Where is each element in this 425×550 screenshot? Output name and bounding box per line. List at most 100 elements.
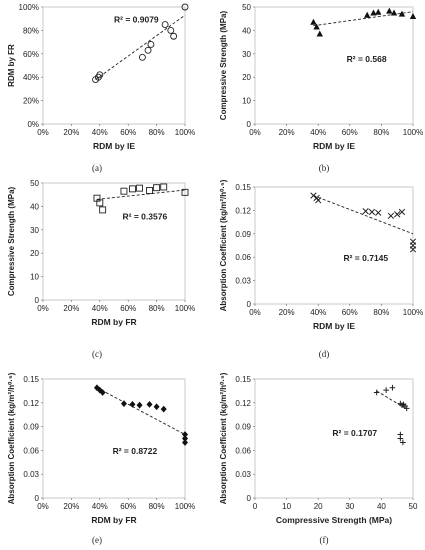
- x-tick-label: 0%: [37, 304, 49, 313]
- x-tick-label: 20%: [63, 304, 79, 313]
- trend-line: [313, 11, 414, 27]
- x-tick-label: 100%: [175, 304, 195, 313]
- x-tick-label: 80%: [149, 128, 165, 137]
- x-tick-label: 20%: [279, 128, 295, 137]
- plot-frame: [42, 6, 186, 125]
- panel-caption: (b): [319, 163, 330, 173]
- trend-line: [376, 390, 407, 410]
- y-tick-label: 0.15: [23, 375, 39, 384]
- y-tick-label: 0: [247, 494, 252, 503]
- x-tick-label: 60%: [120, 502, 136, 511]
- data-point: [146, 400, 153, 408]
- x-tick-label: 0: [253, 502, 258, 511]
- data-point: [387, 212, 395, 220]
- data-point: [181, 3, 189, 11]
- plot-frame: [254, 378, 414, 499]
- data-point: [403, 405, 410, 412]
- data-point: [146, 187, 153, 194]
- y-tick-label: 40: [242, 26, 251, 35]
- x-tick-label: 40%: [310, 128, 326, 137]
- data-point: [96, 199, 104, 207]
- data-point: [310, 192, 317, 199]
- y-tick-label: 10: [242, 97, 251, 106]
- panel-caption: (d): [319, 349, 330, 359]
- x-tick-label: 60%: [120, 128, 136, 137]
- y-tick-label: 30: [30, 226, 39, 235]
- x-tick-label: 80%: [149, 502, 165, 511]
- x-axis-title: RDM by IE: [313, 321, 355, 331]
- x-axis-title: RDM by IE: [93, 141, 135, 151]
- panel-caption: (a): [92, 163, 102, 173]
- r-squared-label: R² = 0.9079: [114, 14, 159, 24]
- y-axis-title: Compressive Strength (MPa): [219, 10, 228, 120]
- data-point: [316, 30, 323, 37]
- data-point: [129, 185, 136, 193]
- x-axis-title: RDM by IE: [313, 141, 355, 151]
- x-axis-title: RDM by FR: [91, 317, 136, 327]
- y-tick-label: 20%: [23, 97, 39, 106]
- data-point: [368, 208, 376, 216]
- data-point: [375, 8, 382, 15]
- data-point: [409, 12, 417, 19]
- x-axis-title: Compressive Strength (MPa): [276, 515, 392, 525]
- data-point: [313, 23, 320, 30]
- x-tick-label: 60%: [342, 128, 358, 137]
- data-point: [167, 26, 175, 34]
- panel-caption: (f): [320, 535, 329, 545]
- x-axis-title: RDM by FR: [91, 515, 136, 525]
- data-point: [182, 439, 188, 446]
- x-tick-label: 20%: [63, 502, 79, 511]
- y-tick-label: 0.15: [235, 183, 251, 192]
- x-tick-label: 0%: [249, 308, 261, 317]
- data-point: [160, 183, 168, 191]
- y-tick-label: 0.09: [235, 423, 251, 432]
- data-point: [394, 211, 401, 218]
- data-point: [370, 9, 377, 16]
- y-tick-label: 30: [242, 50, 251, 59]
- data-point: [99, 389, 106, 396]
- x-tick-label: 80%: [373, 128, 389, 137]
- y-tick-label: 20: [242, 73, 251, 82]
- chart-panel-e: 0 0.03 0.06 0.09 0.12 0.15 0% 20% 40% 60% 80% 100% R…: [7, 372, 195, 545]
- y-tick-label: 20: [30, 249, 39, 258]
- data-point: [147, 40, 155, 48]
- y-axis-title: RDM by FR: [7, 44, 16, 87]
- y-tick-label: 0.06: [23, 446, 39, 455]
- x-tick-label: 40: [377, 502, 386, 511]
- y-tick-label: 10: [30, 273, 39, 282]
- data-point: [99, 206, 107, 214]
- data-point: [398, 10, 406, 17]
- x-tick-label: 100%: [175, 128, 195, 137]
- y-tick-label: 0.12: [23, 399, 39, 408]
- chart-panel-a: 0% 20% 40% 60% 80% 100% 0% 20% 40% 60% 80% 100% RDM …: [7, 3, 195, 173]
- data-point: [389, 384, 396, 391]
- y-tick-label: 80%: [23, 26, 39, 35]
- chart-panel-d: 0 0.03 0.06 0.09 0.12 0.15 0% 20% 40% 60% 80% 100% R…: [219, 179, 423, 359]
- data-point: [182, 435, 188, 442]
- data-point: [160, 405, 167, 413]
- x-tick-label: 40%: [92, 304, 108, 313]
- panel-caption: (e): [92, 535, 102, 545]
- y-tick-label: 0.15: [235, 375, 251, 384]
- y-tick-label: 0.03: [23, 470, 39, 479]
- x-tick-label: 80%: [373, 308, 389, 317]
- x-tick-label: 20%: [63, 128, 79, 137]
- y-tick-label: 0.12: [235, 399, 251, 408]
- y-tick-label: 50: [242, 3, 251, 12]
- data-point: [161, 21, 169, 28]
- trend-line: [313, 195, 414, 235]
- plot-frame: [42, 182, 186, 301]
- x-tick-label: 20%: [279, 308, 295, 317]
- data-point: [362, 208, 369, 215]
- data-point: [400, 439, 406, 446]
- y-tick-label: 60%: [23, 50, 39, 59]
- data-point: [310, 18, 317, 25]
- x-tick-label: 80%: [149, 304, 165, 313]
- data-point: [375, 209, 382, 216]
- data-point: [96, 71, 104, 79]
- r-squared-label: R² = 0.8722: [113, 446, 158, 456]
- r-squared-label: R² = 0.1707: [332, 428, 377, 438]
- y-tick-label: 0.09: [235, 230, 251, 239]
- y-tick-label: 0.03: [235, 277, 251, 286]
